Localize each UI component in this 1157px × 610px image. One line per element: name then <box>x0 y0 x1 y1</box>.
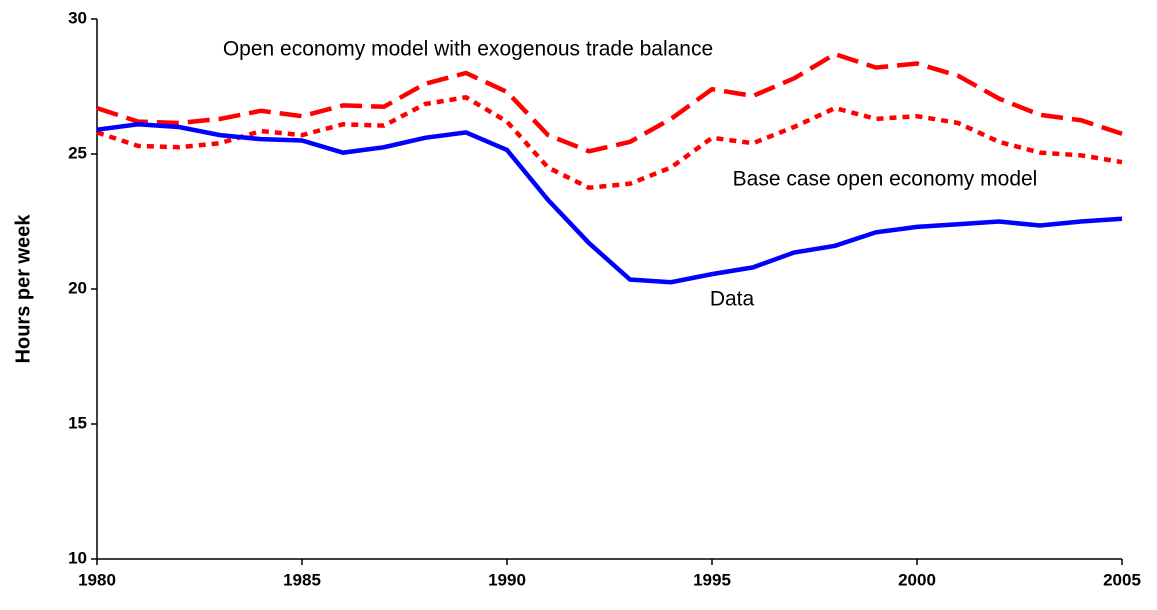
x-tick-label: 1990 <box>488 570 526 589</box>
y-tick-label: 25 <box>68 143 87 162</box>
series-line <box>96 51 1123 154</box>
x-tick-label: 1995 <box>693 570 731 589</box>
series-annotation: Open economy model with exogenous trade … <box>223 38 713 61</box>
x-tick-label: 1980 <box>78 570 116 589</box>
series-annotation: Base case open economy model <box>733 168 1038 191</box>
y-tick-label: 30 <box>68 8 87 27</box>
y-tick-label: 10 <box>68 548 87 567</box>
series-line <box>96 94 1123 191</box>
series-line <box>96 122 1123 285</box>
y-tick-label: 15 <box>68 413 87 432</box>
y-axis-label: Hours per week <box>12 214 34 364</box>
x-tick-label: 2005 <box>1103 570 1141 589</box>
x-tick-label: 2000 <box>898 570 936 589</box>
series-annotation: Data <box>710 288 755 311</box>
y-tick-label: 20 <box>68 278 87 297</box>
x-tick-label: 1985 <box>283 570 321 589</box>
